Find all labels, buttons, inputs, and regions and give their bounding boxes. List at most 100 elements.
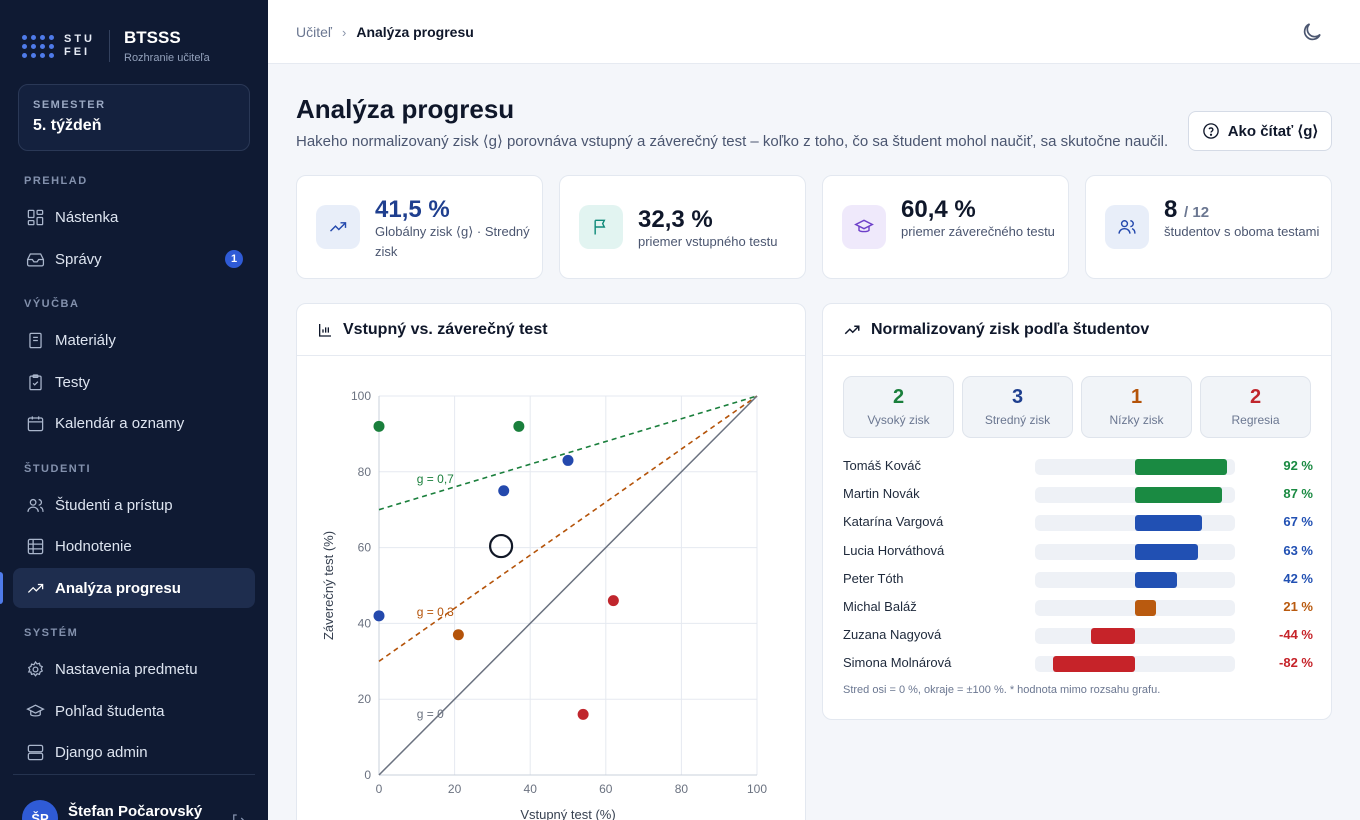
gain-value: 42 % (1283, 570, 1313, 586)
y-tick-label: 100 (351, 389, 371, 403)
trending-up-icon (844, 325, 860, 334)
gain-row: Simona Molnárová -82 % (843, 653, 1313, 673)
data-point (498, 485, 510, 497)
y-tick-label: 20 (358, 692, 372, 706)
sidebar-item-tests[interactable]: Testy (13, 362, 255, 402)
data-point (513, 420, 525, 432)
gain-bar-track (1035, 628, 1235, 645)
nav-section-teaching: VÝUČBA (24, 298, 80, 310)
messages-badge: 1 (225, 250, 243, 268)
sidebar-item-progress-analysis[interactable]: Analýza progresu (13, 568, 255, 608)
reference-line-label: g = 0 (417, 707, 444, 721)
data-point (373, 610, 385, 622)
chip-high-gain[interactable]: 2 Vysoký zisk (843, 376, 954, 438)
sidebar-item-django-admin[interactable]: Django admin (13, 732, 255, 772)
x-tick-label: 60 (599, 782, 613, 796)
gain-bar (1135, 600, 1156, 616)
sidebar-item-label: Pohľad študenta (55, 702, 165, 720)
brand-logo-fei: FEI (64, 46, 91, 58)
chip-medium-gain[interactable]: 3 Stredný zisk (962, 376, 1073, 438)
page-subtitle: Hakeho normalizovaný zisk ⟨g⟩ porovnáva … (296, 133, 1169, 150)
sidebar-item-students[interactable]: Študenti a prístup (13, 485, 255, 525)
sidebar-item-calendar[interactable]: Kalendár a oznamy (13, 403, 255, 443)
stat-label: priemer vstupného testu (638, 234, 778, 249)
semester-card: SEMESTER 5. týždeň (18, 84, 250, 151)
server-icon (25, 742, 45, 762)
stu-logo-icon (22, 34, 54, 58)
gain-value: 92 % (1283, 458, 1313, 473)
student-name: Katarína Vargová (843, 514, 944, 530)
sidebar: STU FEI BTSSS Rozhranie učiteľa SEMESTER… (0, 0, 268, 820)
bar-chart-icon (319, 323, 331, 337)
chip-label: Vysoký zisk (867, 413, 930, 427)
how-to-read-button[interactable]: Ako čítať ⟨g⟩ (1188, 111, 1332, 151)
sidebar-item-student-view[interactable]: Pohľad študenta (13, 691, 255, 731)
user-profile[interactable]: ŠP Štefan Počarovský (22, 800, 202, 820)
chip-label: Nízky zisk (1109, 413, 1164, 427)
logout-icon[interactable] (230, 812, 248, 820)
brand-logo-text: STU FEI (64, 33, 95, 59)
y-axis-label: Záverečný test (%) (321, 531, 336, 640)
page-title: Analýza progresu (296, 94, 515, 124)
stat-value-total: / 12 (1184, 204, 1210, 221)
sidebar-item-messages[interactable]: Správy 1 (13, 239, 255, 279)
how-to-read-label: Ako čítať ⟨g⟩ (1227, 123, 1319, 140)
data-point (607, 595, 619, 607)
sidebar-item-course-settings[interactable]: Nastavenia predmetu (13, 649, 255, 689)
users-icon (25, 495, 45, 515)
user-name: Štefan Počarovský (68, 802, 203, 820)
sidebar-item-label: Študenti a prístup (55, 496, 173, 514)
semester-label: SEMESTER (33, 99, 106, 111)
x-tick-label: 100 (747, 782, 767, 796)
stat-card-students-both-tests: 8 / 12 študentov s oboma testami (1085, 175, 1332, 279)
brand[interactable]: STU FEI BTSSS Rozhranie učiteľa (22, 26, 210, 66)
chip-regression[interactable]: 2 Regresia (1200, 376, 1311, 438)
breadcrumb-current: Analýza progresu (356, 24, 474, 40)
data-point (373, 420, 385, 432)
reference-line (378, 395, 758, 776)
clipboard-check-icon (25, 372, 45, 392)
data-point (577, 708, 589, 720)
student-name: Simona Molnárová (843, 655, 952, 671)
avatar: ŠP (22, 800, 58, 820)
gain-value: 67 % (1283, 514, 1313, 530)
student-name: Zuzana Nagyová (843, 627, 942, 643)
stat-value-count: 8 (1164, 196, 1178, 223)
active-indicator (0, 572, 3, 604)
gain-row: Michal Baláž 21 % (843, 597, 1313, 617)
chip-count: 2 (892, 386, 905, 408)
student-name: Peter Tóth (843, 570, 904, 586)
gain-row: Peter Tóth 42 % (843, 569, 1313, 589)
stat-label: Globálny zisk ⟨g⟩ · Stredný zisk (375, 224, 530, 259)
y-tick-label: 60 (358, 541, 372, 555)
gain-row: Katarína Vargová 67 % (843, 512, 1313, 532)
graduation-cap-icon (25, 701, 45, 721)
gain-bar (1135, 571, 1177, 588)
data-point (562, 454, 574, 466)
sidebar-item-label: Testy (55, 373, 91, 391)
users-icon (1105, 205, 1149, 249)
moon-icon[interactable] (1300, 20, 1324, 44)
sidebar-item-grading[interactable]: Hodnotenie (13, 526, 255, 566)
gain-value: -82 % (1279, 655, 1313, 671)
gain-value: 21 % (1283, 599, 1313, 614)
gain-row: Martin Novák 87 % (843, 484, 1313, 504)
gain-bar (1135, 459, 1227, 475)
trending-up-icon (25, 578, 45, 598)
stat-value: 32,3 % (638, 206, 713, 233)
reference-line (378, 395, 758, 511)
sidebar-item-materials[interactable]: Materiály (13, 320, 255, 360)
sidebar-item-label: Kalendár a oznamy (55, 414, 185, 432)
brand-logo-stu: STU (64, 33, 95, 45)
topbar: Učiteľ › Analýza progresu (268, 0, 1360, 64)
gain-value: 63 % (1283, 542, 1313, 558)
sidebar-item-dashboard[interactable]: Nástenka (13, 197, 255, 237)
chip-low-gain[interactable]: 1 Nízky zisk (1081, 376, 1192, 438)
x-tick-label: 40 (524, 782, 538, 796)
breadcrumb-parent[interactable]: Učiteľ (296, 24, 332, 40)
reference-line-label: g = 0,3 (417, 605, 454, 619)
stat-label: študentov s oboma testami (1164, 224, 1320, 239)
nav-section-system: SYSTÉM (24, 627, 79, 639)
brand-subtitle: Rozhranie učiteľa (124, 52, 210, 64)
stat-label: priemer záverečného testu (901, 224, 1055, 239)
